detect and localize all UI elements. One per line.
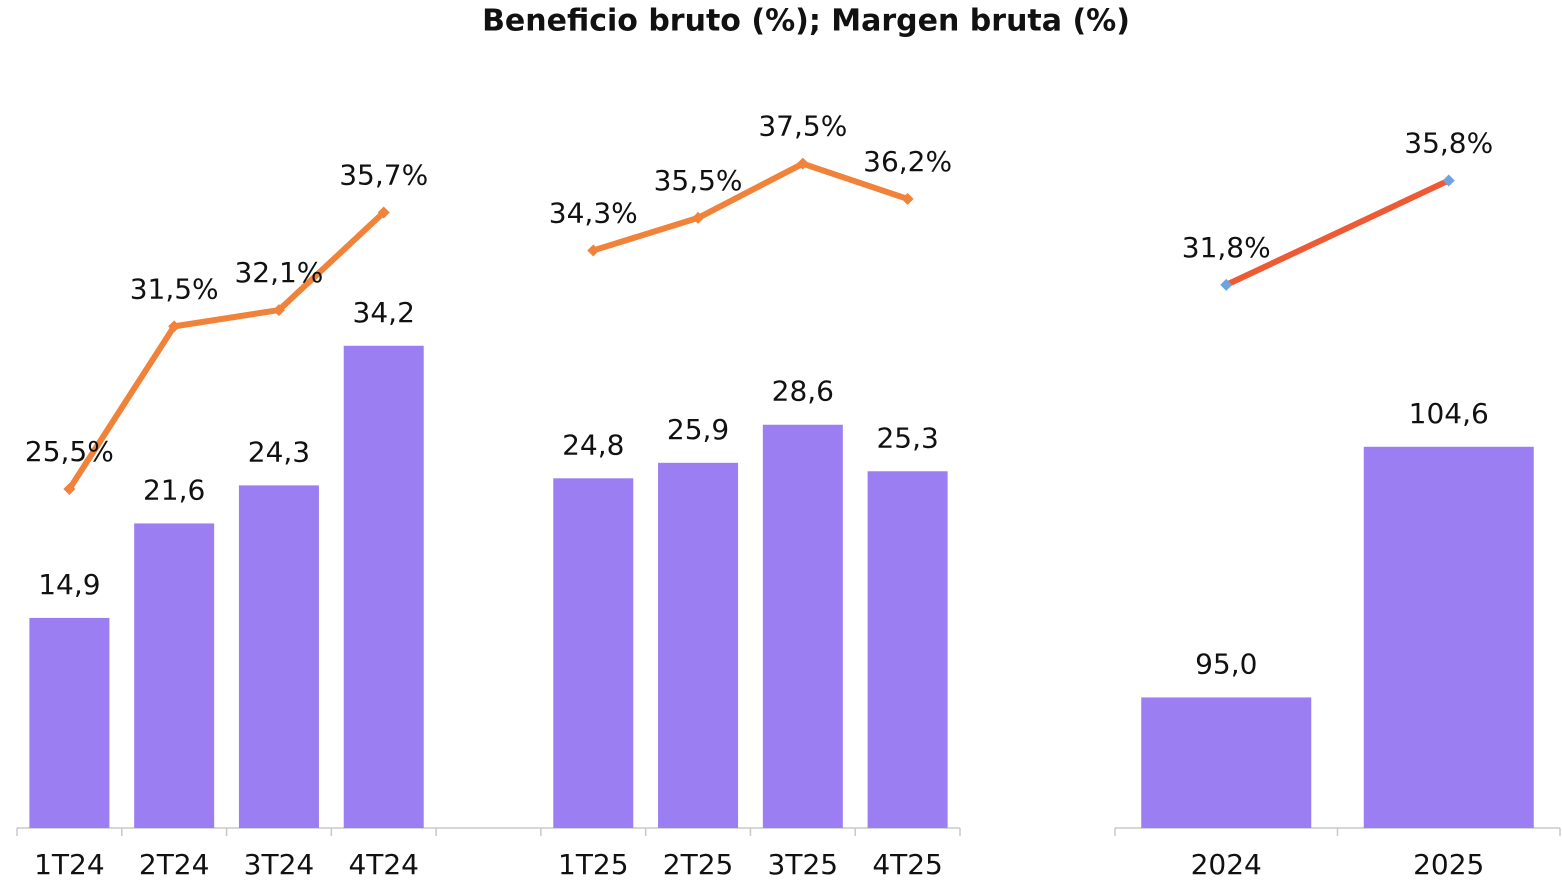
line-marker — [796, 157, 809, 170]
line-marker — [377, 206, 390, 219]
data-label: 37,5% — [758, 110, 847, 143]
line-marker — [1220, 278, 1233, 291]
data-label: 34,3% — [549, 196, 638, 229]
x-tick-label: 3T24 — [244, 848, 315, 881]
line — [1224, 177, 1451, 288]
bar — [238, 485, 319, 828]
x-tick-label: 2T25 — [663, 848, 734, 881]
x-tick-label: 3T25 — [768, 848, 839, 881]
x-tick-label: 2025 — [1413, 848, 1484, 881]
line-marker — [1442, 174, 1455, 187]
data-label: 25,9 — [667, 413, 729, 446]
data-label: 34,2 — [353, 296, 415, 329]
bar — [134, 523, 215, 828]
data-label: 25,3 — [876, 421, 938, 454]
bar — [762, 424, 843, 828]
x-tick-label: 2024 — [1191, 848, 1262, 881]
data-label: 25,5% — [25, 435, 114, 468]
line — [66, 160, 909, 491]
line-marker — [168, 320, 181, 333]
data-label: 31,5% — [130, 272, 219, 305]
data-label: 21,6 — [143, 473, 205, 506]
data-label: 14,9 — [38, 568, 100, 601]
line-marker — [692, 211, 705, 224]
chart-title: Beneficio bruto (%); Margen bruta (%) — [482, 4, 1130, 39]
bar — [658, 462, 739, 828]
bar — [867, 471, 948, 828]
x-tick-label: 2T24 — [139, 848, 210, 881]
line-marker — [272, 304, 285, 317]
line-marker — [63, 483, 76, 496]
bar — [343, 345, 424, 828]
data-label: 35,8% — [1404, 126, 1493, 159]
data-label: 24,8 — [562, 428, 624, 461]
x-tick-label: 4T24 — [348, 848, 419, 881]
data-label: 36,2% — [863, 145, 952, 178]
bar — [29, 617, 110, 828]
data-label: 28,6 — [772, 375, 834, 408]
bar — [1363, 446, 1534, 828]
data-label: 104,6 — [1409, 397, 1489, 430]
x-tick-label: 1T25 — [558, 848, 629, 881]
data-label: 35,5% — [654, 164, 743, 197]
x-tick-label: 1T24 — [34, 848, 105, 881]
line-marker — [901, 192, 914, 205]
x-tick-label: 4T25 — [872, 848, 943, 881]
bar — [1141, 697, 1312, 828]
data-label: 32,1% — [234, 256, 323, 289]
data-label: 95,0 — [1195, 647, 1257, 680]
data-label: 24,3 — [248, 435, 310, 468]
line-marker — [587, 244, 600, 257]
data-label: 35,7% — [339, 158, 428, 191]
data-label: 31,8% — [1182, 231, 1271, 264]
bar — [553, 478, 634, 828]
